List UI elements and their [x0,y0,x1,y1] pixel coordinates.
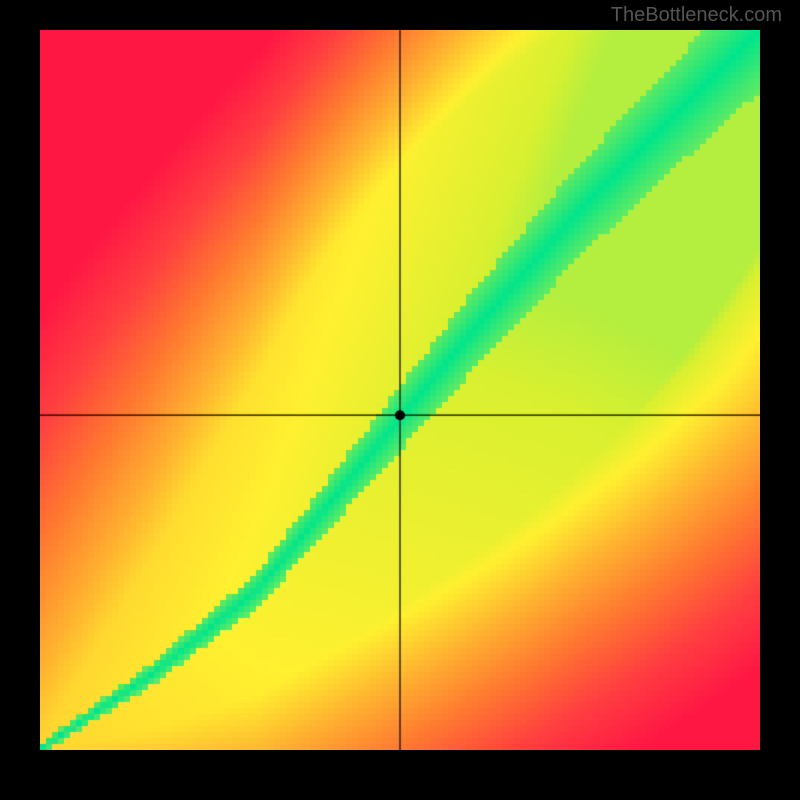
outer-frame: TheBottleneck.com [0,0,800,800]
watermark-text: TheBottleneck.com [611,4,782,27]
bottleneck-heatmap [40,30,760,750]
chart-area [40,30,760,750]
